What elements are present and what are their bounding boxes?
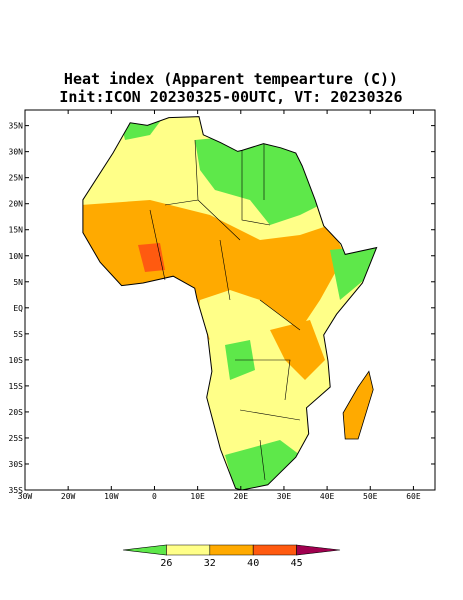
coastline bbox=[82, 116, 378, 491]
lat-label: 5S bbox=[13, 330, 23, 339]
zone bbox=[330, 245, 377, 300]
lat-label: EQ bbox=[13, 304, 23, 313]
zone bbox=[225, 440, 300, 490]
lat-label: 25S bbox=[9, 434, 24, 443]
madagascar bbox=[342, 370, 374, 440]
lat-label: 5N bbox=[13, 278, 23, 287]
lat-label: 35N bbox=[9, 122, 24, 131]
zone bbox=[270, 320, 325, 380]
lon-label: 30E bbox=[277, 492, 292, 501]
colorbar-label: 32 bbox=[204, 558, 216, 569]
subtitle: Init:ICON 20230325-00UTC, VT: 20230326 bbox=[59, 88, 402, 106]
lon-label: 30W bbox=[18, 492, 33, 501]
lat-label: 15S bbox=[9, 382, 24, 391]
lon-label: 20W bbox=[61, 492, 76, 501]
lon-label: 60E bbox=[406, 492, 421, 501]
borders bbox=[149, 139, 301, 481]
colorbar-label: 45 bbox=[291, 558, 303, 569]
lat-label: 15N bbox=[9, 226, 24, 235]
lon-label: 0 bbox=[152, 492, 157, 501]
lat-label: 25N bbox=[9, 174, 24, 183]
land bbox=[82, 116, 378, 491]
lat-label: 20N bbox=[9, 200, 24, 209]
lon-label: 10W bbox=[104, 492, 119, 501]
lon-label: 40E bbox=[320, 492, 335, 501]
lat-label: 30N bbox=[9, 148, 24, 157]
colorbar-bin bbox=[166, 544, 211, 556]
colorbar-label: 26 bbox=[160, 558, 172, 569]
lon-label: 10E bbox=[190, 492, 205, 501]
map-frame bbox=[24, 109, 436, 491]
title: Heat index (Apparent tempearture (C)) bbox=[64, 70, 398, 88]
colorbar-bin bbox=[252, 544, 297, 556]
lat-label: 30S bbox=[9, 460, 24, 469]
colorbar-bin bbox=[296, 544, 341, 556]
lat-label: 20S bbox=[9, 408, 24, 417]
colorbar-bin bbox=[209, 544, 254, 556]
colorbar-label: 40 bbox=[247, 558, 259, 569]
colorbar-bin bbox=[122, 544, 167, 556]
zone bbox=[138, 243, 165, 272]
lon-label: 20E bbox=[234, 492, 249, 501]
zone bbox=[82, 200, 345, 340]
lon-label: 50E bbox=[363, 492, 378, 501]
lat-label: 10N bbox=[9, 252, 24, 261]
lat-label: 35S bbox=[9, 486, 24, 495]
zone bbox=[195, 130, 320, 225]
lat-label: 10S bbox=[9, 356, 24, 365]
